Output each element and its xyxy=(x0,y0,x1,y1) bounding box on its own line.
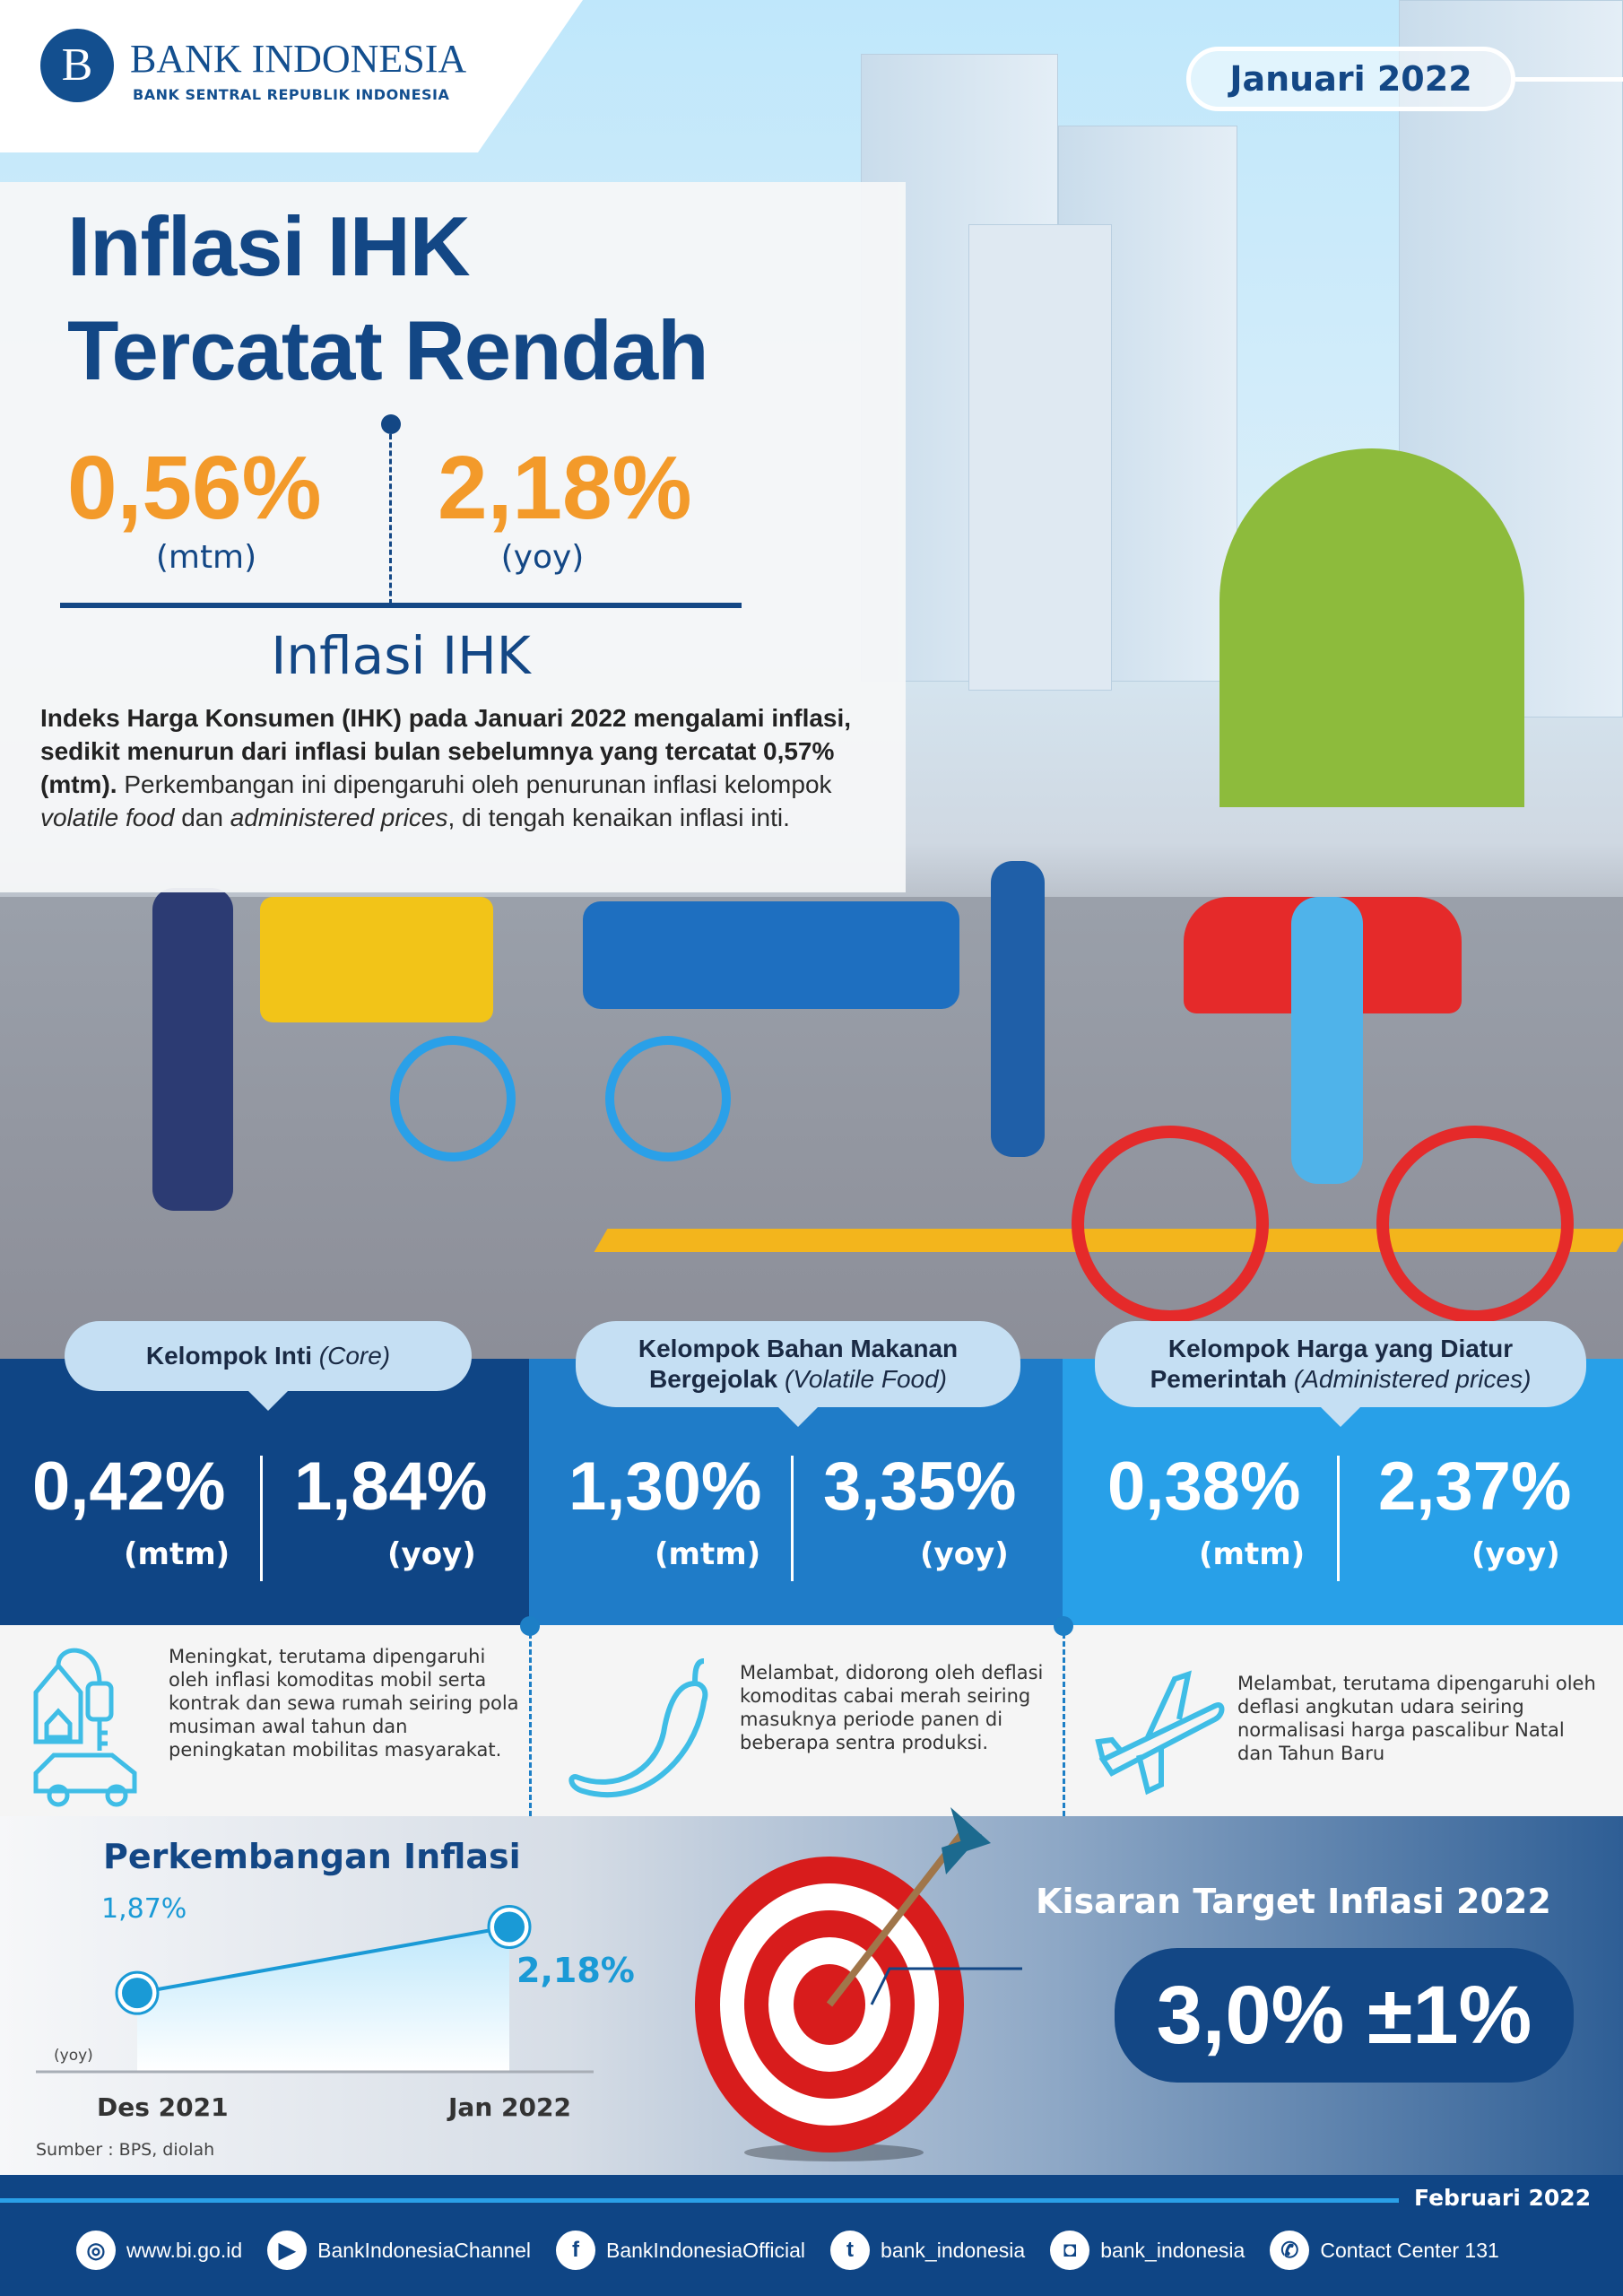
group-title-pill: Kelompok Harga yang Diatur Pemerintah (A… xyxy=(1095,1321,1586,1427)
divider xyxy=(0,2198,1399,2203)
group-title-pill: Kelompok Inti (Core) xyxy=(65,1321,472,1411)
dot xyxy=(381,414,401,434)
footer-link-label: www.bi.go.id xyxy=(126,2238,243,2262)
footer-link-youtube[interactable]: ▶ BankIndonesiaChannel xyxy=(267,2231,531,2270)
group-descriptions: Meningkat, terutama dipengaruhi oleh inf… xyxy=(0,1625,1623,1816)
divider xyxy=(1063,1625,1065,1816)
group-title-en: (Administered prices) xyxy=(1293,1365,1532,1393)
divider xyxy=(260,1456,263,1581)
divider xyxy=(60,603,742,608)
footer-link-label: bank_indonesia xyxy=(881,2238,1026,2262)
chart-title: Perkembangan Inflasi xyxy=(103,1837,521,1876)
airplane-icon xyxy=(1095,1670,1225,1796)
page-title-line2: Tercatat Rendah xyxy=(67,303,709,397)
group-title-pill: Kelompok Bahan Makanan Bergejolak (Volat… xyxy=(576,1321,1020,1427)
paragraph-text: dan xyxy=(174,804,230,831)
footer-link-contact[interactable]: ✆ Contact Center 131 xyxy=(1270,2231,1499,2270)
summary-paragraph: Indeks Harga Konsumen (IHK) pada Januari… xyxy=(40,701,901,834)
chart-point xyxy=(122,1978,152,2009)
bank-indonesia-logo-icon: B xyxy=(40,29,114,102)
headline-mtm-label: (mtm) xyxy=(155,539,257,576)
footer-link-label: BankIndonesiaChannel xyxy=(317,2238,531,2262)
divider xyxy=(1337,1456,1340,1581)
divider xyxy=(791,1456,794,1581)
headline-yoy-label: (yoy) xyxy=(500,539,585,576)
divider xyxy=(1515,77,1623,82)
chart-area xyxy=(137,1926,509,2072)
page-title-line1: Inflasi IHK xyxy=(67,199,471,293)
footer-link-twitter[interactable]: t bank_indonesia xyxy=(830,2231,1025,2270)
footer xyxy=(0,2175,1623,2296)
house-key-car-icon xyxy=(33,1648,137,1807)
headline-mtm-value: 0,56% xyxy=(67,438,322,538)
group-description: Melambat, didorong oleh deflasi komodita… xyxy=(740,1662,1044,1753)
brand-name: BANK INDONESIA xyxy=(130,37,467,81)
paragraph-italic: volatile food xyxy=(40,804,175,831)
group-mtm-value: 1,30% xyxy=(568,1448,762,1525)
group-yoy-label: (yoy) xyxy=(920,1536,1009,1572)
target-title: Kisaran Target Inflasi 2022 xyxy=(1036,1882,1551,1921)
footer-link-label: BankIndonesiaOfficial xyxy=(605,2238,806,2262)
group-description: Meningkat, terutama dipengaruhi oleh inf… xyxy=(169,1646,519,1761)
group-core: Kelompok Inti (Core) 0,42% (mtm) 1,84% (… xyxy=(0,1321,542,1625)
target-dartboard-icon xyxy=(695,1807,1022,2161)
chart-data-label: 1,87% xyxy=(101,1893,187,1926)
play-icon: ▶ xyxy=(267,2231,308,2270)
paragraph-text: , di tengah kenaikan inflasi inti. xyxy=(447,804,790,831)
group-mtm-value: 0,42% xyxy=(32,1448,226,1525)
divider xyxy=(389,434,392,604)
footer-links: ◎ www.bi.go.id ▶ BankIndonesiaChannel f Ban… xyxy=(76,2231,1499,2270)
paragraph-text: Perkembangan ini dipengaruhi oleh penuru… xyxy=(117,770,832,798)
globe-icon: ◎ xyxy=(76,2231,116,2270)
chart-point xyxy=(494,1911,525,1943)
chart-x-tick: Des 2021 xyxy=(97,2092,229,2122)
group-yoy-label: (yoy) xyxy=(1471,1536,1560,1572)
group-title: Kelompok Inti xyxy=(145,1342,312,1370)
dot xyxy=(1054,1616,1073,1636)
chart-data-label: 2,18% xyxy=(516,1950,635,1990)
group-yoy-label: (yoy) xyxy=(387,1536,476,1572)
facebook-icon: f xyxy=(555,2231,595,2270)
chart-y-label: (yoy) xyxy=(54,2047,93,2065)
divider xyxy=(529,1625,532,1816)
inflation-line-chart xyxy=(36,1905,594,2074)
group-title-en: (Volatile Food) xyxy=(784,1365,947,1393)
phone-icon: ✆ xyxy=(1270,2231,1310,2270)
group-mtm-label: (mtm) xyxy=(124,1536,230,1572)
group-mtm-label: (mtm) xyxy=(1199,1536,1306,1572)
group-title-en: (Core) xyxy=(318,1342,391,1370)
paragraph-italic: administered prices xyxy=(230,804,448,831)
footer-link-label: bank_indonesia xyxy=(1100,2238,1245,2262)
footer-link-instagram[interactable]: ◘ bank_indonesia xyxy=(1050,2231,1245,2270)
group-title: Kelompok Bahan Makanan Bergejolak xyxy=(638,1335,959,1393)
period-badge: Januari 2022 xyxy=(1186,47,1515,111)
footer-link-label: Contact Center 131 xyxy=(1320,2238,1499,2262)
instagram-icon: ◘ xyxy=(1050,2231,1090,2270)
footer-date: Februari 2022 xyxy=(1414,2185,1592,2211)
brand-tagline: BANK SENTRAL REPUBLIK INDONESIA xyxy=(133,86,450,103)
target-value: 3,0% ±1% xyxy=(1115,1948,1574,2083)
group-mtm-value: 0,38% xyxy=(1107,1448,1301,1525)
group-yoy-value: 3,35% xyxy=(823,1448,1017,1525)
chart-x-tick: Jan 2022 xyxy=(448,2092,571,2122)
paragraph-bold: Indeks Harga Konsumen (IHK) pada Januari… xyxy=(40,704,852,798)
footer-link-facebook[interactable]: f BankIndonesiaOfficial xyxy=(555,2231,806,2270)
headline-caption: Inflasi IHK xyxy=(271,625,531,686)
dot xyxy=(520,1616,540,1636)
twitter-icon: t xyxy=(830,2231,871,2270)
chili-icon xyxy=(568,1658,708,1798)
footer-link-website[interactable]: ◎ www.bi.go.id xyxy=(76,2231,242,2270)
headline-yoy-value: 2,18% xyxy=(438,438,692,538)
group-description: Melambat, terutama dipengaruhi oleh defl… xyxy=(1237,1673,1596,1764)
group-volatile-food: Kelompok Bahan Makanan Bergejolak (Volat… xyxy=(529,1321,1071,1625)
chart-source: Sumber : BPS, diolah xyxy=(36,2140,215,2160)
group-administered-prices: Kelompok Harga yang Diatur Pemerintah (A… xyxy=(1063,1321,1623,1625)
group-yoy-value: 1,84% xyxy=(294,1448,488,1525)
group-yoy-value: 2,37% xyxy=(1378,1448,1572,1525)
summary-panel xyxy=(0,182,906,892)
group-title: Kelompok Harga yang Diatur Pemerintah xyxy=(1150,1335,1514,1393)
chart-series-line xyxy=(136,1925,510,1996)
group-mtm-label: (mtm) xyxy=(655,1536,761,1572)
